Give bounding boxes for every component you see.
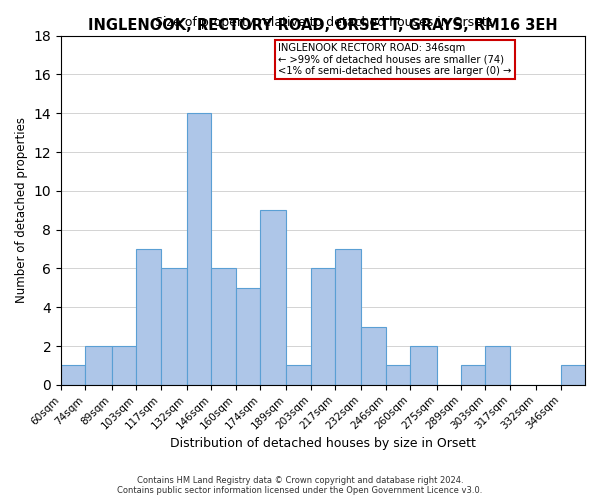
- Bar: [161, 268, 187, 385]
- Bar: [211, 268, 236, 385]
- Bar: [85, 346, 112, 385]
- Bar: [485, 346, 510, 385]
- Bar: [410, 346, 437, 385]
- Bar: [61, 366, 85, 385]
- Title: INGLENOOK, RECTORY ROAD, ORSETT, GRAYS, RM16 3EH: INGLENOOK, RECTORY ROAD, ORSETT, GRAYS, …: [88, 18, 558, 33]
- Bar: [187, 114, 211, 385]
- Bar: [236, 288, 260, 385]
- Bar: [560, 366, 585, 385]
- Text: Contains HM Land Registry data © Crown copyright and database right 2024.
Contai: Contains HM Land Registry data © Crown c…: [118, 476, 482, 495]
- Bar: [311, 268, 335, 385]
- Bar: [361, 326, 386, 385]
- Bar: [136, 249, 161, 385]
- Bar: [260, 210, 286, 385]
- Bar: [386, 366, 410, 385]
- Text: INGLENOOK RECTORY ROAD: 346sqm
← >99% of detached houses are smaller (74)
<1% of: INGLENOOK RECTORY ROAD: 346sqm ← >99% of…: [278, 42, 512, 76]
- Bar: [112, 346, 136, 385]
- Bar: [461, 366, 485, 385]
- Bar: [286, 366, 311, 385]
- Y-axis label: Number of detached properties: Number of detached properties: [15, 118, 28, 304]
- X-axis label: Distribution of detached houses by size in Orsett: Distribution of detached houses by size …: [170, 437, 476, 450]
- Text: Size of property relative to detached houses in Orsett: Size of property relative to detached ho…: [155, 16, 491, 28]
- Bar: [335, 249, 361, 385]
